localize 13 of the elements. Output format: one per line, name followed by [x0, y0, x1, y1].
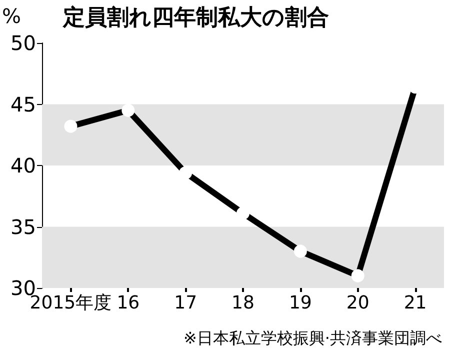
- x-tick-label: 20: [346, 292, 370, 314]
- y-tick-label: 50: [10, 31, 36, 55]
- y-tick-label: 35: [10, 214, 36, 239]
- text: ※日本私立学校振興·共済事業団調べ: [184, 328, 442, 348]
- x-tick-label: 21: [404, 292, 427, 314]
- y-tick-label: 45: [10, 92, 36, 116]
- x-tick-label: 19: [288, 292, 312, 314]
- x-tick-label: 17: [174, 292, 198, 314]
- y-tick-label: 40: [10, 154, 36, 178]
- y-axis-title: %: [2, 4, 22, 28]
- x-tick-label: 18: [232, 292, 254, 314]
- x-tick-label: 16: [116, 292, 140, 314]
- chart-title: 定員割れ四年制私大の割合: [62, 4, 329, 30]
